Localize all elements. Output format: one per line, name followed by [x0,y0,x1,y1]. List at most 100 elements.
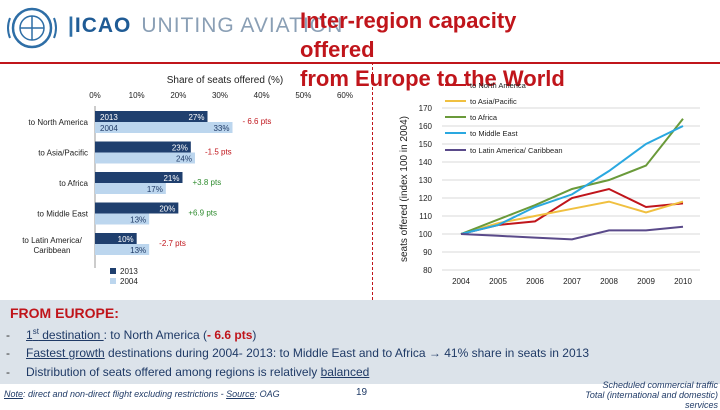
bar-data-label: 13% [130,216,146,225]
bar-delta-annotation: - 6.6 pts [243,117,272,126]
bar-category-label: to Asia/Pacific [38,149,88,158]
bar-delta-annotation: -1.5 pts [205,148,232,157]
org-name: ICAO [74,14,132,37]
bar-category-label: to North America [28,118,88,127]
title-line-1: Inter-region capacity offered [300,8,517,62]
bar-legend-swatch [110,268,116,274]
bar-x-tick-label: 0% [89,91,101,100]
line-x-tick-label: 2007 [563,277,581,286]
bar-2013 [95,233,137,244]
bar-2004 [95,213,150,225]
bar-2013 [95,141,191,153]
bar-data-label: 27% [188,113,204,122]
line-legend-label: to North America [470,81,527,90]
bar-data-label: 33% [213,124,229,133]
line-y-tick-label: 100 [419,230,433,239]
bar-chart: Share of seats offered (%) 0% 10% 20% 30% 40%… [22,75,353,286]
b2-rest: destinations during 2004- 2013: to Middl… [104,346,590,360]
b1-underlined: destination [38,328,104,342]
divider-dashed [372,62,373,300]
summary-panel [0,300,720,384]
logo-text: |ICAO UNITING AVIATION [68,14,344,37]
title-line-2: from Europe to the World [300,66,565,91]
bar-data-label: 10% [118,235,134,244]
line-legend-label: to Middle East [470,129,518,138]
line-x-tick-label: 2004 [452,277,470,286]
b1-mid: : to North America ( [103,328,208,342]
source-text: : OAG [254,389,280,399]
line-legend-label: to Asia/Pacific [470,97,517,106]
bar-2004 [95,183,166,194]
footer-right: Scheduled commercial traffic Total (inte… [560,380,718,410]
line-y-tick-label: 110 [419,212,432,221]
line-x-tick-label: 2006 [526,277,544,286]
bar-chart-title: Share of seats offered (%) [167,75,284,86]
bar-delta-annotation: +6.9 pts [188,209,217,218]
bar-data-label: 17% [147,185,163,194]
bar-x-tick-label: 10% [129,91,145,100]
note-label: Note [4,389,24,399]
b1-end: ) [252,328,257,342]
line-series-to-africa [460,118,684,235]
summary-heading: FROM EUROPE: [10,305,119,321]
bar-x-tick-label: 40% [254,91,270,100]
line-legend-label: to Africa [470,113,498,122]
bar-category-label: to Africa [59,179,88,188]
bar-category-label: to Latin America/ [22,236,82,245]
line-y-axis-label: seats offered (index 100 in 2004) [399,116,410,262]
source-label: Source [226,389,255,399]
b1-pre: 1 [26,328,33,342]
bar-x-tick-label: 50% [295,91,311,100]
page-title: Inter-region capacity offered from Europ… [300,6,590,93]
footer-right-line-2: Total (international and domestic) servi… [585,390,718,410]
bar-data-label: 13% [130,246,146,255]
bar-2013 [95,111,208,122]
bar-delta-annotation: +3.8 pts [193,178,222,187]
bar-delta-annotation: -2.7 pts [159,239,186,248]
bar-x-tick-label: 30% [212,91,228,100]
line-y-tick-label: 120 [419,194,433,203]
note-text: : direct and non-direct flight excluding… [23,389,227,399]
b2-underlined: Fastest growth [26,346,105,360]
header-rule [0,62,720,64]
page-number: 19 [356,387,368,398]
bar-2004 [95,244,150,255]
bullet-1: -1st destination : to North America (- 6… [6,327,257,342]
bar-2004 [95,122,233,133]
bar-legend-label: 2013 [120,267,138,276]
footer-right-line-1: Scheduled commercial traffic [602,380,718,390]
line-series-to-middle-east [460,125,684,235]
bar-data-label: 24% [176,155,192,164]
line-y-tick-label: 90 [423,248,432,257]
b3-pre: Distribution of seats offered among regi… [26,365,321,379]
bar-data-label: 20% [159,205,175,214]
line-x-tick-label: 2008 [600,277,618,286]
line-y-tick-label: 130 [419,176,433,185]
slogan: UNITING AVIATION [141,14,344,37]
footnote: Note: direct and non-direct flight exclu… [4,389,280,399]
line-series-to-latin-america-caribbean [460,225,684,241]
bar-2013 [95,202,179,214]
bar-data-label: 23% [172,144,188,153]
line-y-tick-label: 160 [419,122,433,131]
bullet-2: - Fastest growth destinations during 2004… [6,346,590,360]
bar-legend-swatch [110,278,116,284]
line-x-tick-label: 2009 [637,277,655,286]
line-y-tick-label: 150 [419,140,433,149]
line-legend-label: to Latin America/ Caribbean [470,146,563,155]
line-y-tick-label: 170 [419,104,433,113]
icao-emblem-icon [7,7,57,49]
bar-year-label: 2004 [100,124,118,133]
line-x-tick-label: 2010 [674,277,692,286]
bar-data-label: 21% [163,174,179,183]
b1-sup: st [32,327,39,336]
bullet-3: - Distribution of seats offered among reg… [6,365,370,379]
line-chart: 80 90 100 110 120 130 140 150 160 170 2004 2005 2006… [399,81,700,286]
bar-2004 [95,152,195,164]
b1-red: - 6.6 pts [207,328,253,342]
bar-x-tick-label: 20% [170,91,186,100]
bar-legend-label: 2004 [120,277,138,286]
bar-x-tick-label: 60% [337,91,353,100]
bar-year-label: 2013 [100,113,118,122]
line-y-tick-label: 140 [419,158,433,167]
